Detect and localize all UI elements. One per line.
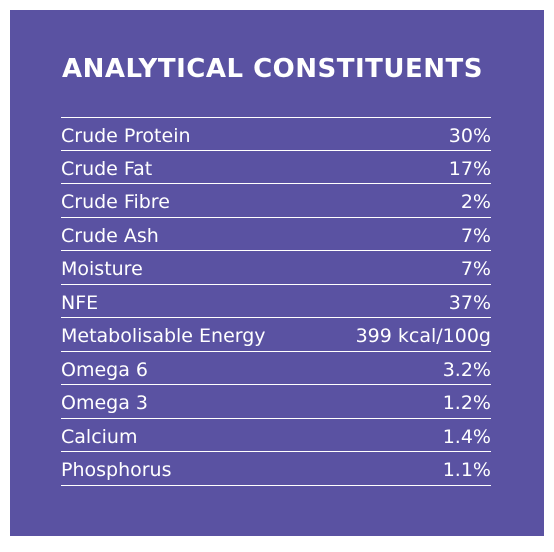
panel-title: ANALYTICAL CONSTITUENTS	[62, 54, 483, 84]
constituents-table: Crude Protein 30% Crude Fat 17% Crude Fi…	[61, 117, 491, 486]
constituent-value: 17%	[448, 157, 491, 180]
table-row: Crude Fibre 2%	[61, 184, 491, 218]
constituents-panel: ANALYTICAL CONSTITUENTS Crude Protein 30…	[10, 10, 544, 536]
constituent-value: 3.2%	[442, 358, 491, 381]
constituent-value: 1.4%	[442, 425, 491, 448]
constituent-name: Omega 6	[61, 358, 148, 381]
table-row: Crude Protein 30%	[61, 117, 491, 151]
table-row: Phosphorus 1.1%	[61, 452, 491, 486]
constituent-value: 30%	[448, 124, 491, 147]
constituent-name: Crude Ash	[61, 224, 159, 247]
table-row: Calcium 1.4%	[61, 419, 491, 452]
constituent-name: Metabolisable Energy	[61, 325, 266, 348]
table-row: Crude Ash 7%	[61, 218, 491, 251]
constituent-name: Crude Fibre	[61, 191, 170, 214]
table-row: Omega 3 1.2%	[61, 385, 491, 419]
constituent-value: 7%	[460, 258, 491, 281]
table-row: NFE 37%	[61, 285, 491, 318]
constituent-name: Omega 3	[61, 392, 148, 415]
constituent-value: 399 kcal/100g	[355, 325, 491, 348]
constituent-name: Calcium	[61, 425, 138, 448]
table-row: Omega 6 3.2%	[61, 352, 491, 385]
table-row: Crude Fat 17%	[61, 151, 491, 184]
constituent-name: Crude Fat	[61, 157, 153, 180]
constituent-value: 1.1%	[442, 459, 491, 482]
constituent-value: 2%	[460, 191, 491, 214]
constituent-value: 7%	[460, 224, 491, 247]
constituent-name: Crude Protein	[61, 124, 191, 147]
table-row: Moisture 7%	[61, 251, 491, 285]
table-row: Metabolisable Energy 399 kcal/100g	[61, 318, 491, 352]
constituent-name: Moisture	[61, 258, 143, 281]
constituent-value: 1.2%	[442, 392, 491, 415]
constituent-name: Phosphorus	[61, 459, 172, 482]
constituent-name: NFE	[61, 291, 99, 314]
constituent-value: 37%	[448, 291, 491, 314]
